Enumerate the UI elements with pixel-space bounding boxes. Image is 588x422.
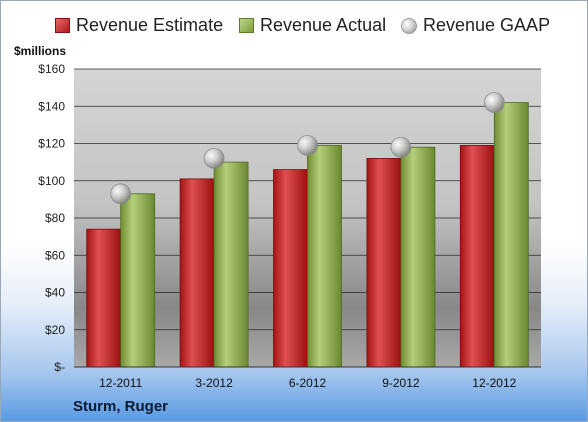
point-revenue-gaap <box>110 183 132 205</box>
bar-revenue-estimate <box>273 169 308 368</box>
y-tick-label: $80 <box>45 211 65 225</box>
legend-item-gaap: Revenue GAAP <box>401 15 550 36</box>
x-tick-label: 3-2012 <box>195 376 233 390</box>
x-tick-label: 12-2012 <box>472 376 516 390</box>
y-tick-label: $60 <box>45 248 65 262</box>
legend-swatch-gaap <box>401 17 417 34</box>
bar-revenue-estimate <box>459 144 495 368</box>
bar-revenue-actual <box>493 102 529 368</box>
bar-revenue-actual <box>213 161 249 368</box>
y-tick-label: $20 <box>45 323 65 337</box>
y-axis-unit-label: $millions <box>14 44 67 58</box>
bar-revenue-actual <box>400 146 436 368</box>
y-tick-label: $140 <box>38 99 65 113</box>
x-tick-label: 9-2012 <box>382 376 420 390</box>
y-axis-ticks: $- $20 $40 $60 $80 $100 $120 $140 $160 <box>38 62 65 374</box>
point-revenue-gaap <box>297 134 318 156</box>
bars <box>86 102 529 368</box>
point-revenue-gaap <box>483 92 505 113</box>
gaap-points <box>110 92 505 205</box>
x-axis-ticks: 12-2011 3-2012 6-2012 9-2012 12-2012 <box>99 376 517 390</box>
legend-label-estimate: Revenue Estimate <box>76 15 224 35</box>
company-name: Sturm, Ruger <box>73 398 169 415</box>
legend-swatch-estimate <box>55 18 70 33</box>
point-revenue-gaap <box>390 136 412 158</box>
bar-revenue-estimate <box>366 157 402 368</box>
legend-item-estimate: Revenue Estimate <box>55 15 223 36</box>
legend-swatch-actual <box>239 18 254 33</box>
x-tick-label: 6-2012 <box>289 376 327 390</box>
x-tick-label: 12-2011 <box>99 376 142 390</box>
y-tick-label: $120 <box>38 137 65 151</box>
bar-revenue-actual <box>120 193 156 368</box>
legend-label-gaap: Revenue GAAP <box>423 15 551 35</box>
bar-revenue-actual <box>307 144 342 368</box>
y-tick-label: $- <box>54 360 65 374</box>
point-revenue-gaap <box>203 147 225 169</box>
y-tick-label: $160 <box>38 62 65 76</box>
legend: Revenue Estimate Revenue Actual Revenue … <box>1 15 587 45</box>
legend-item-actual: Revenue Actual <box>239 15 386 36</box>
bar-revenue-estimate <box>179 178 215 368</box>
y-tick-label: $40 <box>45 286 65 300</box>
y-tick-label: $100 <box>38 174 65 188</box>
legend-label-actual: Revenue Actual <box>260 15 387 35</box>
bar-revenue-estimate <box>86 228 122 368</box>
